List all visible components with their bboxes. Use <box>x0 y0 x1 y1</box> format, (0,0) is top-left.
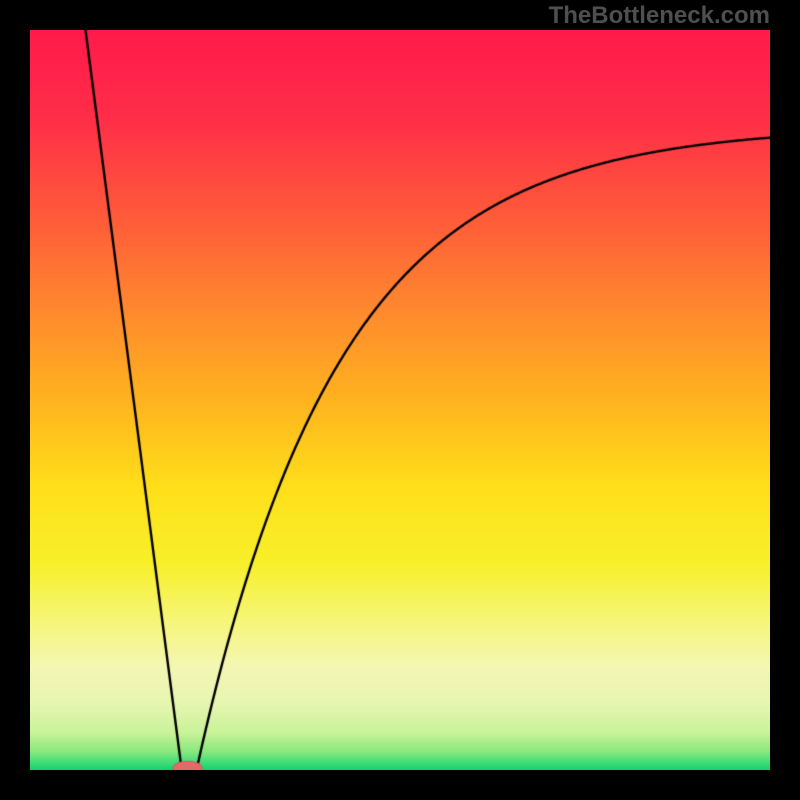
chart-frame <box>0 0 800 800</box>
chart-stage: TheBottleneck.com <box>0 0 800 800</box>
bottleneck-curve-plot <box>30 30 770 770</box>
watermark-label: TheBottleneck.com <box>549 2 770 30</box>
